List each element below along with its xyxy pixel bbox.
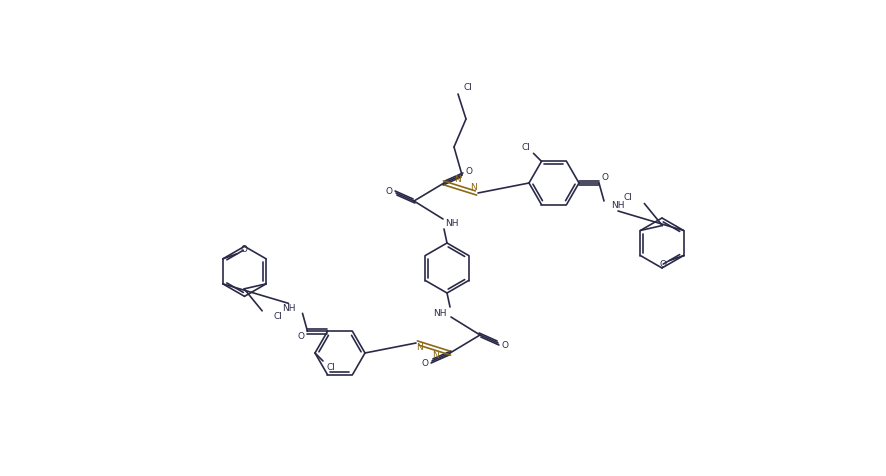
Text: NH: NH xyxy=(445,219,458,228)
Text: NH: NH xyxy=(282,304,295,313)
Text: O: O xyxy=(601,173,608,182)
Text: Cl: Cl xyxy=(520,143,529,152)
Text: N: N xyxy=(416,344,423,353)
Text: O: O xyxy=(465,168,472,177)
Text: O: O xyxy=(658,260,665,269)
Text: NH: NH xyxy=(610,201,624,210)
Text: NH: NH xyxy=(432,308,447,317)
Text: Cl: Cl xyxy=(623,193,632,202)
Text: N: N xyxy=(432,351,439,360)
Text: O: O xyxy=(385,187,392,196)
Text: N: N xyxy=(455,176,461,185)
Text: Cl: Cl xyxy=(463,82,472,91)
Text: Cl: Cl xyxy=(274,312,283,321)
Text: O: O xyxy=(421,359,428,368)
Text: O: O xyxy=(501,341,508,350)
Text: Cl: Cl xyxy=(326,363,335,371)
Text: O: O xyxy=(298,332,305,341)
Text: O: O xyxy=(240,245,247,254)
Text: N: N xyxy=(470,184,477,192)
